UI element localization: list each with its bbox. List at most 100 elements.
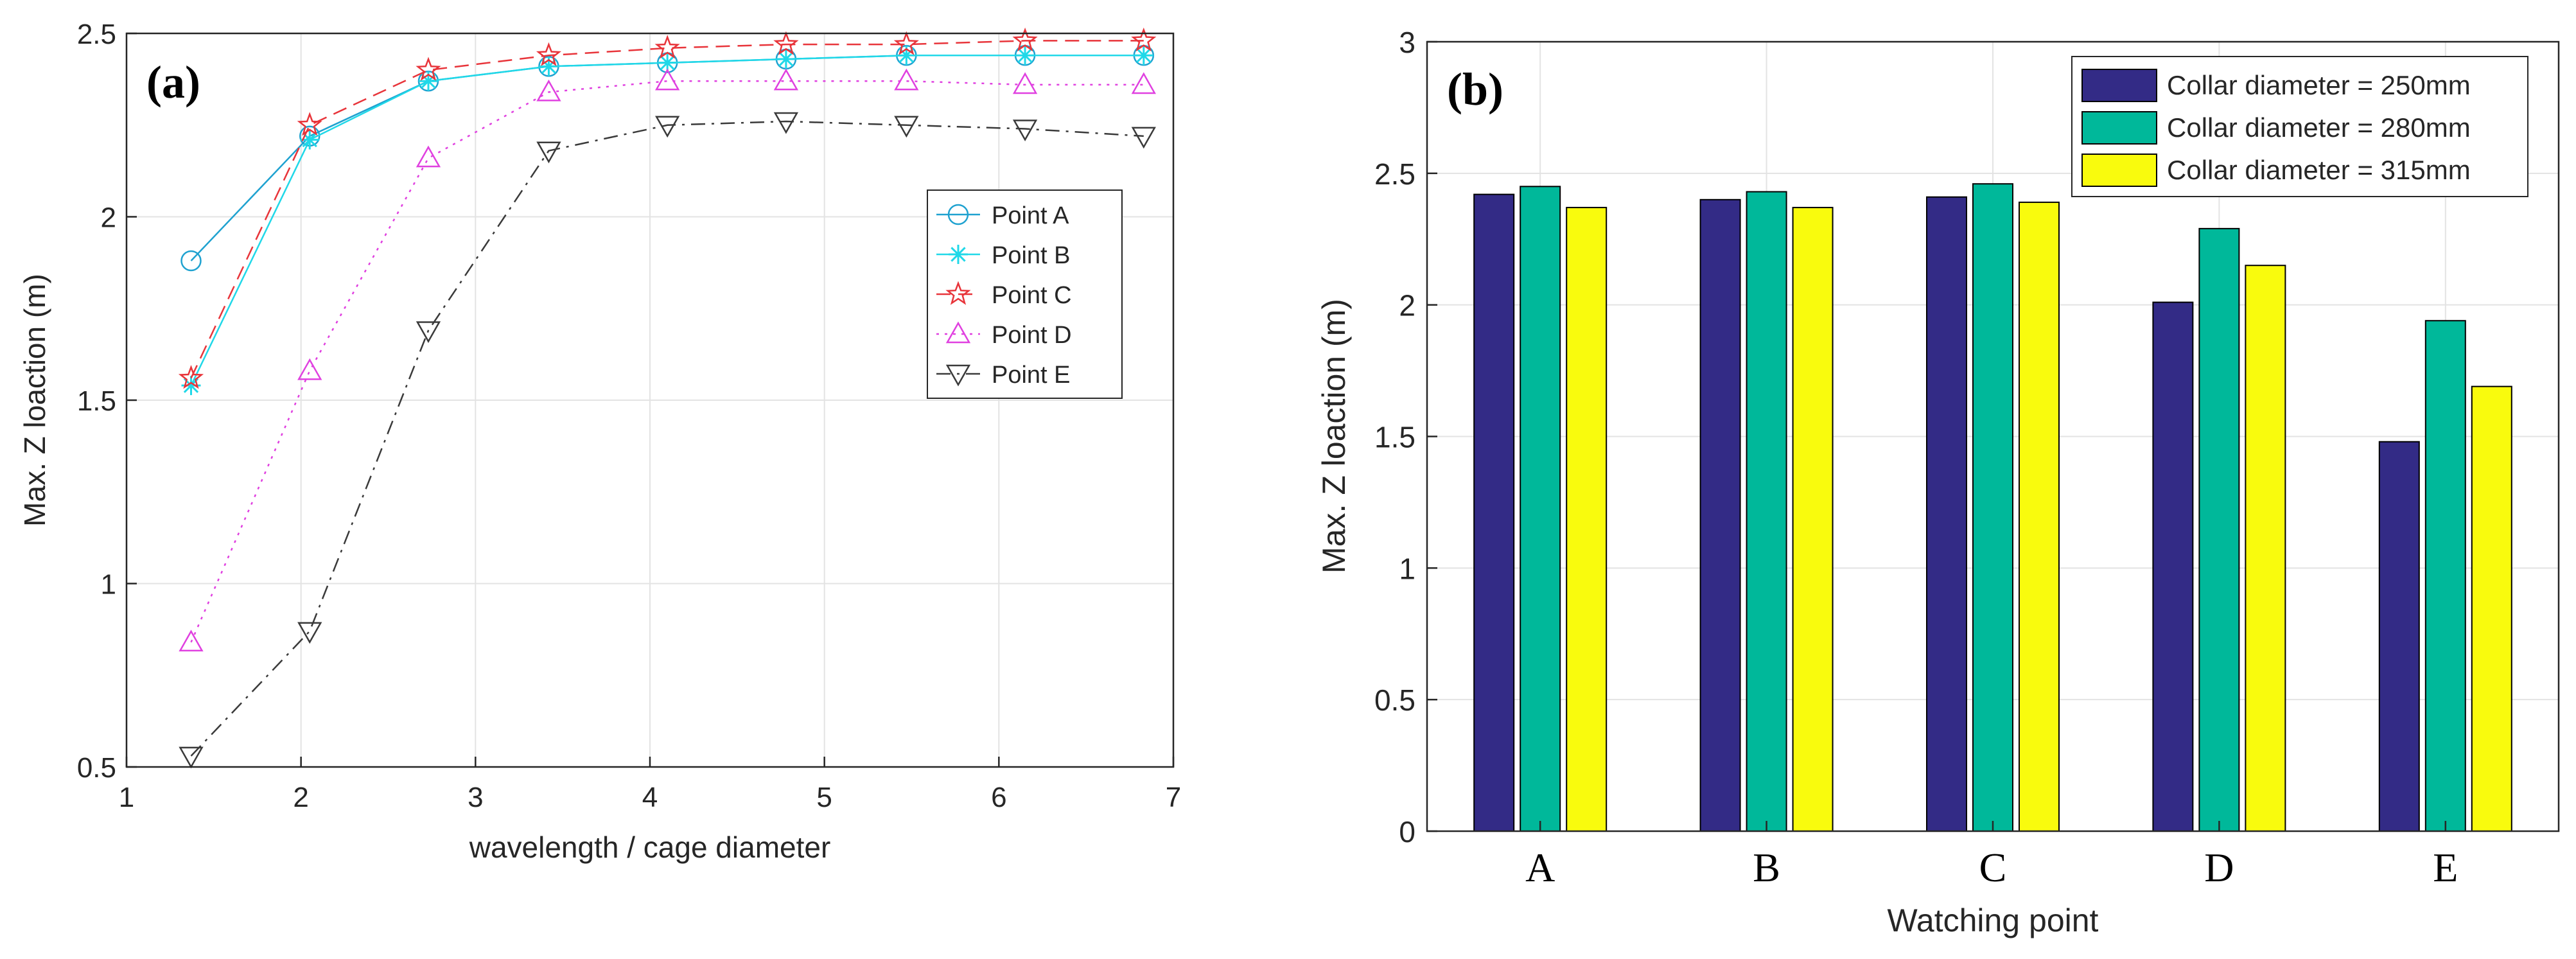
x-tick-label: A (1525, 845, 1555, 890)
data-point (297, 358, 322, 380)
series-group (178, 27, 1157, 769)
x-tick-label: E (2433, 845, 2458, 890)
y-tick-label: 1.5 (77, 385, 116, 417)
data-point (1015, 46, 1035, 66)
data-point (536, 42, 561, 66)
bar (2019, 201, 2060, 832)
series-line (190, 40, 1144, 379)
x-tick-label: B (1753, 845, 1780, 890)
x-tick-label: C (1979, 845, 2007, 890)
data-point (539, 57, 559, 76)
legend-label: Collar diameter = 315mm (2167, 155, 2471, 185)
legend-label: Point E (992, 362, 1071, 389)
axis-ticks: 1 2 3 4 5 6 70.511.522.5 (77, 19, 1181, 813)
data-point (897, 46, 916, 66)
panel-label: (a) (146, 57, 200, 108)
data-point (893, 31, 919, 55)
grid-lines (127, 33, 1173, 767)
panel-label: (b) (1447, 64, 1503, 115)
data-point (655, 116, 680, 138)
y-tick-label: 1 (1399, 552, 1415, 585)
legend-marker (945, 364, 971, 387)
y-tick-label: 2 (1399, 289, 1415, 322)
legend: Point A Point B Point C Point D Point E (927, 189, 1123, 399)
legend-entry: Point E (936, 362, 1071, 389)
legend-label: Point A (992, 202, 1069, 229)
legend-swatch (2081, 69, 2157, 102)
bar (1520, 186, 1561, 832)
data-point (894, 68, 919, 91)
legend-label: Point B (992, 242, 1071, 269)
data-point (416, 145, 441, 168)
legend-label: Collar diameter = 280mm (2167, 112, 2471, 143)
data-point (1012, 119, 1038, 141)
bar (1972, 183, 2013, 832)
data-point (180, 250, 202, 272)
legend: Collar diameter = 250mm Collar diameter =… (2071, 56, 2528, 197)
legend-label: Point C (992, 282, 1072, 309)
data-point (297, 112, 322, 136)
legend-swatch (2081, 111, 2157, 145)
y-tick-label: 2.5 (1374, 157, 1415, 191)
data-point (655, 68, 680, 91)
legend-entry: Point D (936, 321, 1072, 349)
data-point (536, 141, 561, 164)
bar (1746, 191, 1787, 832)
bar (1699, 198, 1741, 832)
x-tick-label: 5 (816, 782, 832, 813)
y-tick-label: 1.5 (1374, 421, 1415, 454)
x-tick-label: D (2204, 845, 2234, 890)
y-tick-label: 1 (101, 569, 116, 601)
data-point (416, 321, 441, 344)
legend-entry: Collar diameter = 250mm (2081, 69, 2471, 102)
bar (1926, 196, 1967, 832)
data-point (416, 57, 441, 81)
data-point (773, 68, 799, 91)
legend-entry: Point A (936, 202, 1069, 229)
data-point (773, 112, 799, 134)
data-point (418, 71, 438, 91)
data-point (1131, 72, 1156, 94)
y-axis-label: Max. Z loaction (m) (1316, 299, 1352, 574)
y-tick-label: 2 (101, 202, 116, 234)
legend-entry: Point C (936, 281, 1072, 309)
y-tick-label: 0 (1399, 815, 1415, 849)
x-tick-label: 3 (468, 782, 483, 813)
axis-ticks: A B C D E 0 0.5 1 1.5 2 2.5 3 (1374, 26, 2458, 890)
legend-entry: Point B (936, 242, 1071, 269)
bar (2378, 441, 2420, 832)
bar (2152, 301, 2194, 832)
data-point (300, 130, 320, 150)
data-point (178, 365, 204, 389)
x-tick-label: 1 (119, 782, 134, 813)
bar (2245, 265, 2286, 832)
y-tick-label: 0.5 (77, 752, 116, 784)
data-point (654, 35, 680, 59)
x-axis-label: Watching point (1888, 902, 2099, 938)
data-point (181, 376, 201, 396)
legend-swatch (2081, 154, 2157, 187)
legend-entry: Collar diameter = 315mm (2081, 154, 2471, 187)
legend-marker (945, 321, 971, 344)
data-point (1012, 27, 1038, 52)
legend-label: Collar diameter = 250mm (2167, 70, 2471, 100)
y-tick-label: 0.5 (1374, 683, 1415, 717)
data-point (658, 53, 678, 73)
data-point (536, 79, 561, 101)
series (178, 27, 1157, 389)
bar (2424, 320, 2466, 832)
series-line (190, 80, 1144, 643)
bar (1566, 207, 1608, 832)
data-point (1012, 72, 1038, 94)
bar-chart-panel: A B C D E 0 0.5 1 1.5 2 2.5 3 (b) Watching point Ma… (1316, 26, 2560, 938)
bar (2198, 227, 2240, 832)
line-chart-panel: 1 2 3 4 5 6 70.511.522.5 (a) wavelength / cage… (18, 19, 1181, 864)
series (179, 112, 1156, 769)
x-tick-label: 7 (1166, 782, 1181, 813)
y-tick-label: 2.5 (77, 19, 116, 50)
legend-marker (945, 281, 971, 305)
data-point (179, 629, 204, 652)
series (179, 68, 1156, 652)
legend-marker (947, 204, 969, 225)
